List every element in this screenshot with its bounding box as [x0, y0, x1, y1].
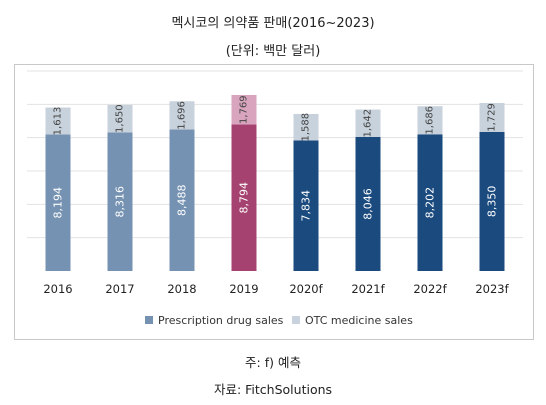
value-label-prescription: 8,488 [176, 185, 189, 217]
value-label-otc: 1,642 [363, 109, 374, 138]
forecast-note: 주: f) 예측 [245, 355, 301, 370]
legend-swatch [292, 316, 300, 324]
category-tick-label: 2019 [229, 282, 258, 296]
bar-prescription [293, 140, 319, 271]
bar-otc [169, 101, 195, 130]
value-label-otc: 1,686 [425, 106, 436, 135]
category-tick-label: 2018 [167, 282, 196, 296]
bar-otc [355, 109, 381, 137]
bar-prescription [169, 129, 195, 271]
chart-title: 멕시코의 의약품 판매(2016~2023) [171, 16, 375, 31]
chart-subtitle: (단위: 백만 달러) [225, 44, 321, 59]
bar-prescription [355, 136, 381, 271]
value-label-otc: 1,729 [487, 103, 498, 132]
legend: Prescription drug sales OTC medicine sale… [145, 314, 413, 327]
source-note: 자료: FitchSolutions [213, 382, 333, 397]
bar-prescription [107, 132, 133, 271]
stacked-bar-chart: 8,194 1,613 8,316 1,650 8,488 1,696 8,794 1,769… [27, 70, 523, 327]
value-label-prescription: 8,194 [52, 187, 65, 219]
value-label-prescription: 8,350 [486, 186, 499, 218]
value-label-prescription: 8,046 [362, 188, 375, 220]
value-label-prescription: 8,794 [238, 182, 251, 214]
gridlines [27, 70, 523, 239]
bar-otc [417, 106, 443, 135]
value-label-prescription: 8,202 [424, 187, 437, 219]
value-label-otc: 1,588 [301, 113, 312, 142]
value-label-otc: 1,769 [239, 95, 250, 124]
bar-prescription [417, 134, 443, 271]
value-label-prescription: 7,834 [300, 190, 313, 222]
bar-otc [479, 103, 505, 132]
value-label-otc: 1,650 [115, 104, 126, 133]
category-tick-label: 2021f [351, 282, 385, 296]
chart-frame: 8,194 1,613 8,316 1,650 8,488 1,696 8,794 1,769… [14, 64, 534, 340]
category-tick-label: 2016 [43, 282, 72, 296]
legend-swatch [145, 316, 153, 324]
legend-label: Prescription drug sales [158, 314, 284, 327]
bars: 8,194 1,613 8,316 1,650 8,488 1,696 8,794 1,769… [45, 94, 505, 271]
value-label-otc: 1,696 [177, 101, 188, 130]
bar-otc [45, 107, 71, 135]
bar-otc [231, 94, 257, 125]
category-tick-label: 2022f [413, 282, 447, 296]
bar-prescription [231, 124, 257, 271]
category-tick-label: 2020f [289, 282, 323, 296]
bar-prescription [45, 134, 71, 271]
value-label-prescription: 8,316 [114, 186, 127, 218]
bar-otc [293, 113, 319, 141]
value-label-otc: 1,613 [53, 107, 64, 136]
bar-otc [107, 104, 133, 133]
category-tick-label: 2017 [105, 282, 134, 296]
bar-prescription [479, 131, 505, 271]
legend-label: OTC medicine sales [305, 314, 413, 327]
category-tick-label: 2023f [475, 282, 509, 296]
